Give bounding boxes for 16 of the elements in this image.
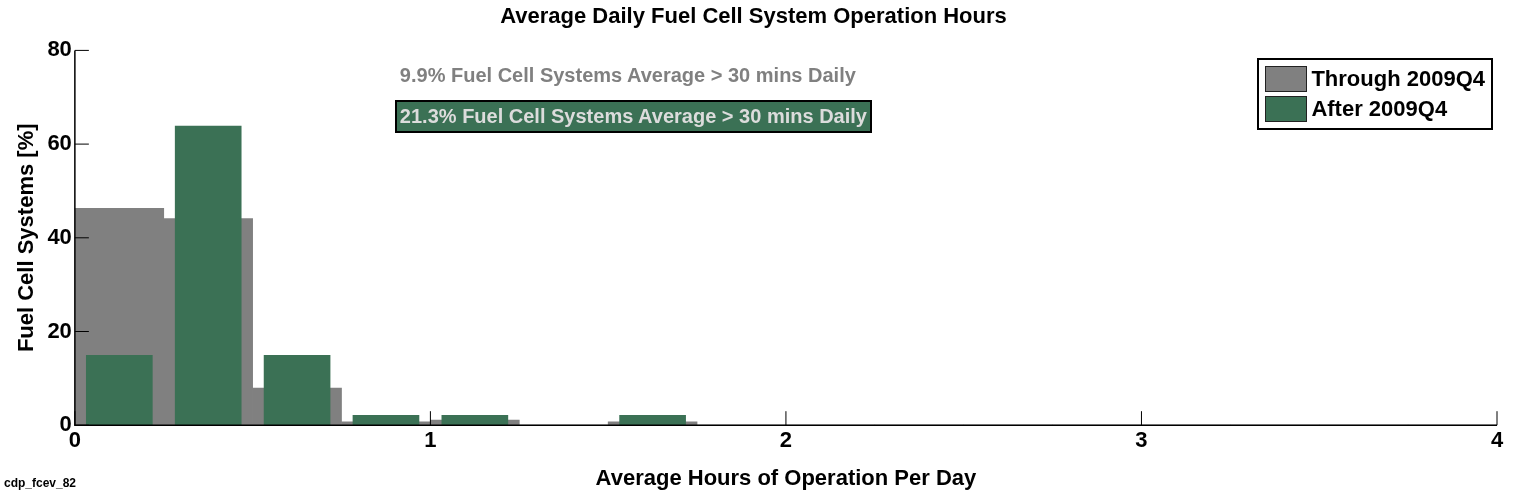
annotation: 21.3% Fuel Cell Systems Average > 30 mins Daily <box>394 100 872 134</box>
x-tick-label: 4 <box>1490 427 1504 453</box>
legend-label: After 2009Q4 <box>1311 95 1448 124</box>
x-tick-label: 3 <box>1135 427 1148 453</box>
annotation: 9.9% Fuel Cell Systems Average > 30 mins Daily <box>399 64 856 88</box>
x-tick-label: 1 <box>424 427 437 453</box>
x-axis-title: Average Hours of Operation Per Day <box>595 464 978 490</box>
x-tick-label: 2 <box>779 427 793 453</box>
y-axis-title: Fuel Cell Systems [%] <box>13 123 39 353</box>
y-tick-label: 60 <box>47 130 72 156</box>
y-tick-label: 40 <box>47 223 72 249</box>
chart-title: Average Daily Fuel Cell System Operation Hours <box>500 3 1007 29</box>
legend-label: Through 2009Q4 <box>1311 65 1485 94</box>
text: cdp_fcev_82 <box>4 476 77 490</box>
y-tick-label: 20 <box>47 317 72 343</box>
y-tick-label: 80 <box>47 36 72 62</box>
